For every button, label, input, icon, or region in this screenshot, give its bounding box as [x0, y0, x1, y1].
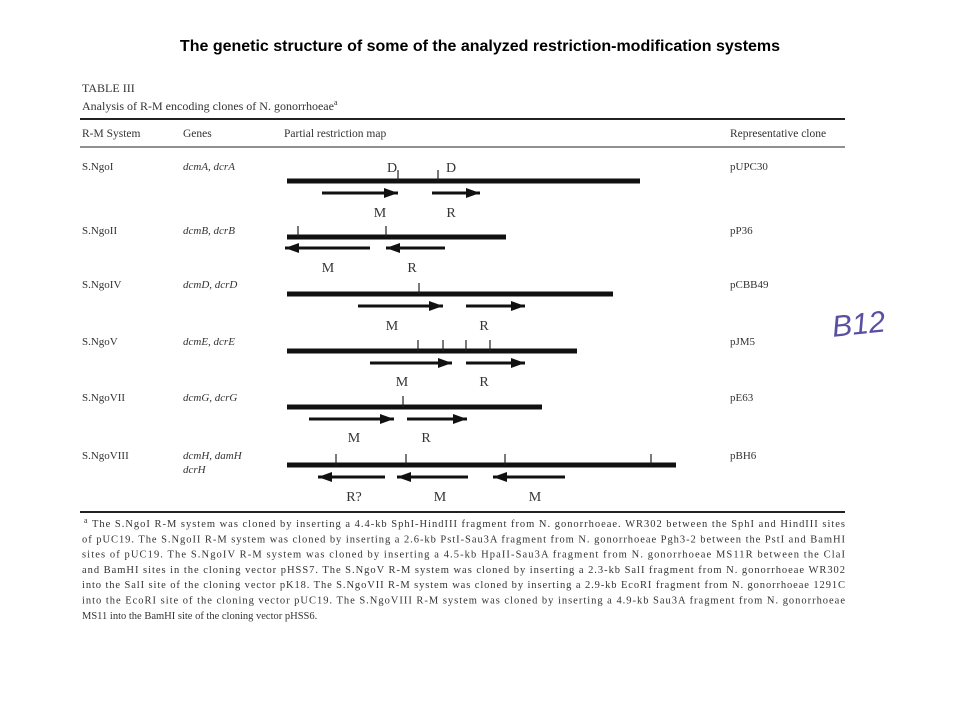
- genes: dcmH, damH: [183, 450, 243, 462]
- genes: dcrH: [183, 464, 207, 476]
- table-caption: TABLE III: [82, 81, 135, 95]
- system: S.NgoI: [82, 161, 114, 173]
- arrow-head: [511, 301, 525, 311]
- system: S.NgoVIII: [82, 450, 129, 462]
- clone: pJM5: [730, 336, 756, 348]
- footnote-line: into the EcoRI site of the cloning vecto…: [82, 596, 845, 607]
- arrow-head: [493, 472, 507, 482]
- arrow-head: [380, 414, 394, 424]
- map-label: D: [387, 161, 397, 176]
- header: Representative clone: [730, 128, 826, 140]
- map-label: M: [529, 490, 542, 505]
- arrow-head: [397, 472, 411, 482]
- arrow-head: [318, 472, 332, 482]
- map-label: M: [322, 261, 335, 276]
- map-label: R: [479, 375, 489, 390]
- system: S.NgoV: [82, 336, 118, 348]
- footnote-line: into the SalI site of the cloning vector…: [82, 580, 845, 591]
- map-label: R: [407, 261, 417, 276]
- map-label: M: [396, 375, 409, 390]
- page-title: The genetic structure of some of the ana…: [180, 38, 780, 55]
- map-label: M: [374, 206, 387, 221]
- subtitle-note: a: [334, 98, 338, 107]
- genes: dcmE, dcrE: [183, 336, 235, 348]
- header: Partial restriction map: [284, 128, 386, 140]
- arrow-head: [285, 243, 299, 253]
- arrow-head: [453, 414, 467, 424]
- handwritten-annotation: B12: [830, 305, 887, 343]
- map-label: M: [386, 319, 399, 334]
- clone: pCBB49: [730, 279, 769, 291]
- arrow-head: [429, 301, 443, 311]
- arrow-head: [384, 188, 398, 198]
- clone: pBH6: [730, 450, 757, 462]
- footnote-line: sites of pUC19. The S.NgoIV R-M system w…: [82, 550, 845, 561]
- header: R-M System: [82, 128, 141, 140]
- system: S.NgoII: [82, 225, 117, 237]
- footnote-line: MS11 into the BamHI site of the cloning …: [82, 611, 317, 622]
- arrow-head: [466, 188, 480, 198]
- map-label: R?: [346, 490, 362, 505]
- arrow-head: [438, 358, 452, 368]
- genes: dcmD, dcrD: [183, 279, 237, 291]
- map-label: M: [348, 431, 361, 446]
- system: S.NgoVII: [82, 392, 125, 404]
- map-label: D: [446, 161, 456, 176]
- footnote-marker: a: [84, 516, 88, 525]
- footnote-line: and BamHI sites in the cloning vector pH…: [82, 565, 845, 576]
- table-subtitle: Analysis of R-M encoding clones of N. go…: [82, 98, 338, 113]
- clone: pUPC30: [730, 161, 768, 173]
- footnote: a The S.NgoI R-M system was cloned by ins…: [82, 516, 845, 622]
- genes: dcmG, dcrG: [183, 392, 237, 404]
- system: S.NgoIV: [82, 279, 121, 291]
- arrow-head: [386, 243, 400, 253]
- footnote-line: of pUC19. The S.NgoII R-M system was clo…: [82, 534, 845, 545]
- genes: dcmA, dcrA: [183, 161, 235, 173]
- footnote-line: The S.NgoI R-M system was cloned by inse…: [92, 519, 845, 530]
- map-label: R: [446, 206, 456, 221]
- map-label: R: [421, 431, 431, 446]
- genes: dcmB, dcrB: [183, 225, 235, 237]
- clone: pP36: [730, 225, 753, 237]
- map-label: M: [434, 490, 447, 505]
- header: Genes: [183, 128, 212, 140]
- arrow-head: [511, 358, 525, 368]
- subtitle-text: Analysis of R-M encoding clones of N. go…: [82, 99, 334, 113]
- map-label: R: [479, 319, 489, 334]
- table-body: S.NgoI dcmA, dcrA pUPC30 D D M R S.NgoII dcmB, d…: [82, 161, 769, 505]
- clone: pE63: [730, 392, 754, 404]
